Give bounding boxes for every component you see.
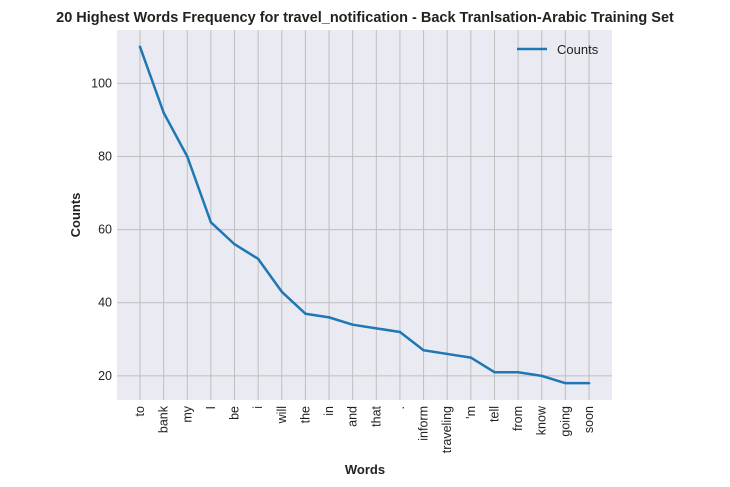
data-point <box>233 243 236 246</box>
data-point <box>516 371 520 374</box>
x-tick-label: soon <box>582 406 596 433</box>
data-point <box>493 371 496 374</box>
y-tick-label: 100 <box>91 76 112 90</box>
data-point <box>469 356 473 359</box>
data-point <box>256 257 260 261</box>
data-point <box>540 374 543 378</box>
grid-lines <box>117 30 612 400</box>
data-point <box>587 381 591 385</box>
x-tick-label: in <box>322 406 336 416</box>
legend: Counts <box>517 42 599 57</box>
y-tick-label: 80 <box>98 150 112 164</box>
data-point <box>446 352 449 356</box>
data-point <box>186 155 189 158</box>
data-point <box>209 221 213 224</box>
data-point <box>564 381 567 385</box>
x-tick-label: I <box>204 406 218 409</box>
data-point <box>138 45 142 49</box>
y-axis-label: Counts <box>68 193 83 238</box>
x-tick-label: traveling <box>440 406 454 453</box>
x-tick-label: that <box>369 405 383 426</box>
plot-area <box>117 30 612 400</box>
legend-label-counts: Counts <box>557 42 599 57</box>
x-tick-label: going <box>558 406 572 437</box>
x-tick-label: . <box>393 406 407 409</box>
chart-title: 20 Highest Words Frequency for travel_no… <box>56 10 674 26</box>
data-point <box>327 316 331 319</box>
series-line <box>138 45 591 385</box>
x-tick-label: 'm <box>464 406 478 419</box>
series-layer <box>138 45 591 385</box>
y-tick-label: 20 <box>98 369 112 383</box>
y-tick-label: 60 <box>98 223 112 237</box>
x-tick-label: know <box>535 405 549 435</box>
data-point <box>398 330 402 334</box>
data-point <box>422 349 425 352</box>
x-tick-label: will <box>275 406 289 424</box>
x-tick-label: the <box>298 406 312 423</box>
data-point <box>280 290 283 293</box>
y-tick-label: 40 <box>98 296 112 310</box>
x-tick-label: tell <box>487 406 501 422</box>
y-axis-ticks: 20 40 60 80 100 <box>91 76 112 382</box>
x-tick-label: be <box>228 406 242 420</box>
x-axis-label: Words <box>345 462 385 477</box>
x-tick-label: and <box>346 406 360 427</box>
data-point <box>162 111 165 114</box>
x-tick-label: inform <box>417 406 431 441</box>
data-point <box>375 327 378 330</box>
x-tick-label: to <box>133 406 147 416</box>
data-point <box>351 323 354 326</box>
x-tick-label: i <box>251 406 265 409</box>
data-point <box>304 312 307 315</box>
x-tick-label: from <box>511 406 525 431</box>
x-tick-label: bank <box>157 405 171 433</box>
x-tick-label: my <box>180 405 194 422</box>
